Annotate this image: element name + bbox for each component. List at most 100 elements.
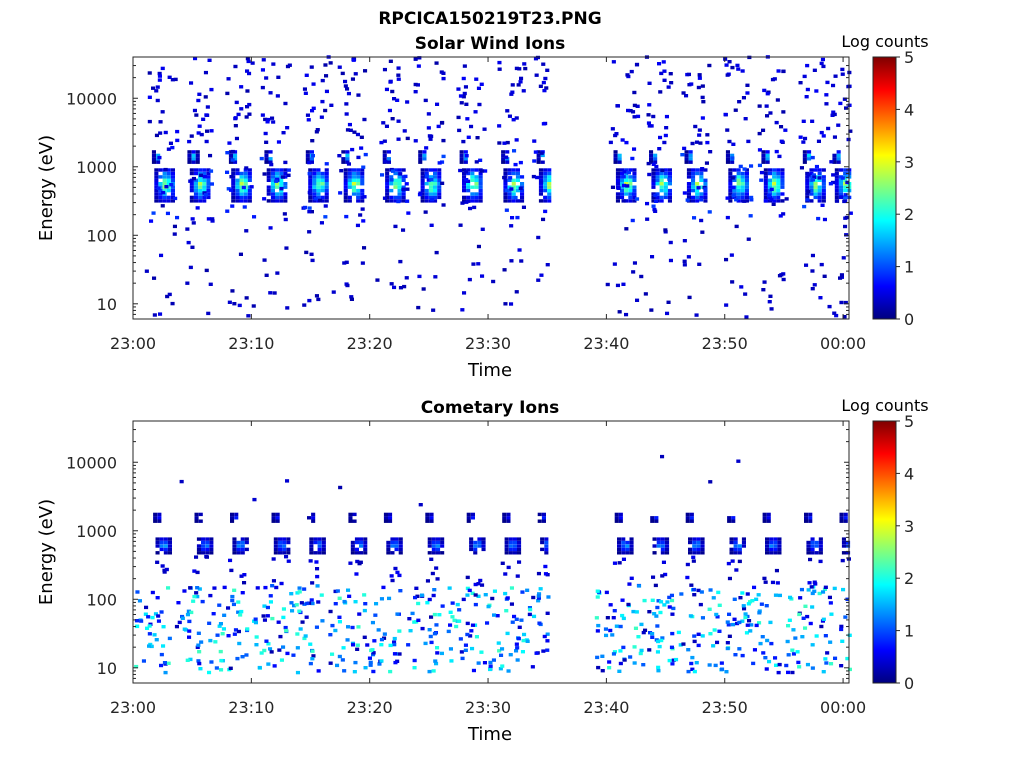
heatmap-cell — [665, 540, 670, 545]
heatmap-cell — [308, 182, 313, 186]
heatmap-cell — [170, 199, 175, 203]
heatmap-cell — [340, 658, 345, 662]
heatmap-cell — [344, 112, 349, 116]
heatmap-cell — [230, 149, 235, 154]
heatmap-cell — [730, 156, 735, 160]
heatmap-cell — [309, 65, 314, 69]
heatmap-cell — [617, 153, 622, 158]
heatmap-cell — [302, 636, 307, 641]
heatmap-cell — [191, 157, 196, 161]
heatmap-cell — [632, 199, 637, 203]
heatmap-cell — [708, 632, 713, 636]
heatmap-cell — [691, 185, 696, 189]
heatmap-cell — [154, 192, 159, 196]
heatmap-cell — [264, 157, 269, 161]
heatmap-cell — [779, 273, 784, 277]
heatmap-cell — [624, 175, 629, 179]
heatmap-cell — [488, 664, 493, 668]
heatmap-cell — [700, 634, 705, 638]
heatmap-cell — [612, 650, 617, 654]
heatmap-cell — [656, 540, 661, 545]
heatmap-cell — [266, 117, 271, 122]
heatmap-cell — [312, 171, 317, 176]
heatmap-cell — [374, 602, 379, 606]
heatmap-cell — [479, 650, 484, 654]
heatmap-cell — [773, 537, 778, 541]
heatmap-cell — [812, 589, 817, 593]
heatmap-cell — [503, 185, 508, 189]
heatmap-cell — [266, 642, 271, 646]
heatmap-cell — [646, 121, 651, 125]
heatmap-cell — [180, 616, 185, 620]
heatmap-cell — [663, 185, 668, 189]
heatmap-cell — [621, 547, 626, 552]
heatmap-cell — [433, 168, 438, 172]
heatmap-cell — [517, 248, 522, 252]
heatmap-cell — [692, 634, 697, 638]
heatmap-cell — [343, 182, 348, 186]
heatmap-cell — [458, 223, 463, 227]
heatmap-cell — [686, 255, 691, 259]
heatmap-cell — [621, 282, 626, 286]
heatmap-cell — [271, 512, 276, 517]
heatmap-cell — [767, 178, 772, 182]
heatmap-cell — [242, 573, 247, 577]
heatmap-cell — [547, 192, 552, 196]
heatmap-cell — [817, 185, 822, 189]
heatmap-cell — [801, 140, 806, 144]
heatmap-cell — [385, 178, 390, 182]
heatmap-cell — [639, 622, 644, 627]
heatmap-cell — [420, 195, 425, 200]
heatmap-cell — [694, 661, 699, 665]
heatmap-cell — [279, 182, 284, 186]
heatmap-cell — [323, 204, 328, 208]
heatmap-cell — [371, 651, 376, 655]
heatmap-cell — [231, 171, 236, 176]
heatmap-cell — [831, 83, 836, 88]
heatmap-cell — [814, 540, 819, 545]
heatmap-cell — [761, 153, 766, 158]
heatmap-cell — [832, 157, 837, 161]
heatmap-cell — [517, 551, 522, 555]
heatmap-cell — [765, 540, 770, 545]
heatmap-cell — [744, 185, 749, 189]
heatmap-cell — [424, 168, 429, 172]
heatmap-cell — [707, 607, 712, 611]
heatmap-cell — [667, 199, 672, 203]
heatmap-cell — [440, 537, 445, 541]
heatmap-cell — [531, 595, 536, 600]
heatmap-cell — [670, 662, 675, 666]
heatmap-cell — [777, 547, 782, 552]
heatmap-cell — [308, 195, 313, 200]
heatmap-cell — [663, 168, 668, 172]
heatmap-cell — [503, 171, 508, 176]
heatmap-cell — [457, 128, 462, 133]
heatmap-cell — [641, 663, 646, 667]
heatmap-cell — [196, 131, 201, 135]
heatmap-cell — [402, 129, 407, 133]
heatmap-cell — [269, 650, 274, 654]
heatmap-cell — [611, 60, 616, 64]
heatmap-cell — [618, 624, 623, 629]
heatmap-cell — [157, 155, 162, 160]
heatmap-cell — [749, 195, 754, 200]
heatmap-cell — [470, 175, 475, 179]
heatmap-cell — [199, 640, 204, 644]
heatmap-cell — [502, 512, 507, 517]
heatmap-cell — [505, 109, 510, 113]
heatmap-cell — [151, 153, 156, 158]
heatmap-cell — [813, 185, 818, 189]
heatmap-cell — [420, 593, 425, 597]
heatmap-cell — [269, 162, 274, 167]
heatmap-cell — [659, 178, 664, 182]
heatmap-cell — [279, 195, 284, 200]
heatmap-cell — [159, 610, 164, 614]
heatmap-cell — [343, 192, 348, 196]
heatmap-cell — [206, 188, 211, 193]
heatmap-cell — [382, 636, 387, 640]
heatmap-cell — [842, 199, 847, 204]
heatmap-cell — [243, 188, 248, 193]
heatmap-cell — [715, 640, 720, 645]
heatmap-cell — [684, 94, 689, 98]
heatmap-cell — [198, 178, 203, 182]
